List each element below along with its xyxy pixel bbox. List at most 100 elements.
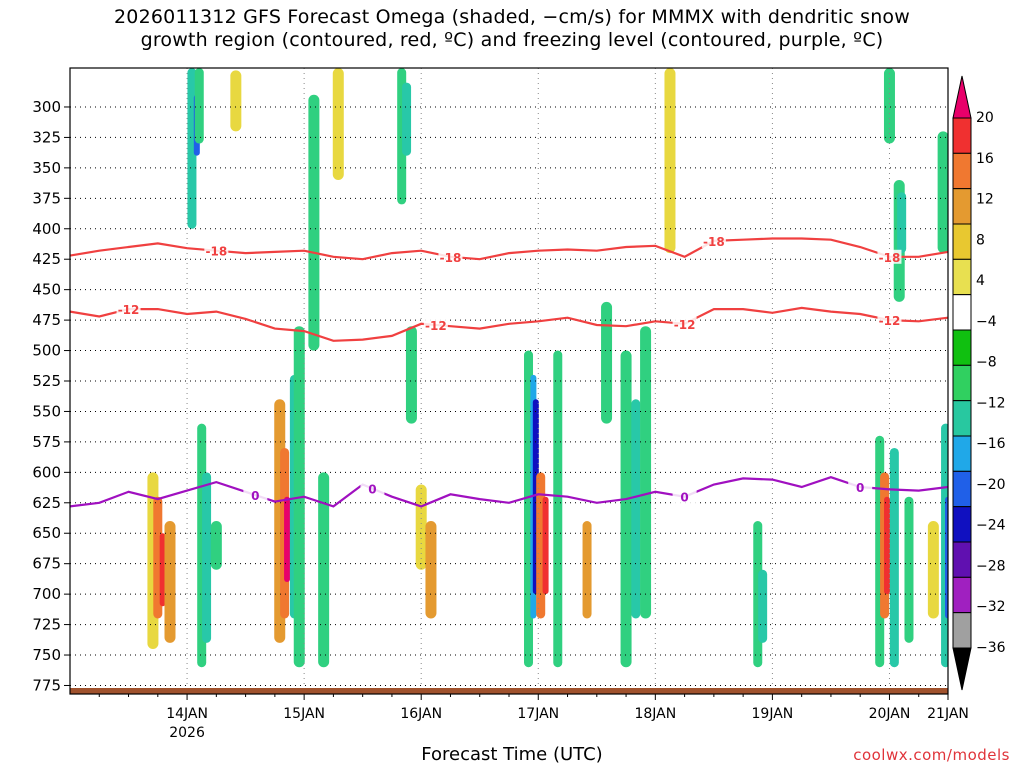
omega-cell	[937, 131, 948, 254]
contour-label: -18	[703, 235, 725, 249]
colorbar-swatch	[952, 258, 972, 296]
y-tick-label: 325	[32, 128, 61, 146]
colorbar-swatch	[952, 506, 972, 543]
y-tick-label: 650	[32, 524, 61, 542]
colorbar-swatch	[952, 188, 972, 225]
colorbar-label: −32	[976, 599, 1006, 615]
colorbar-label: −28	[976, 558, 1006, 574]
omega-cell	[884, 496, 891, 595]
colorbar-label: 8	[976, 232, 985, 248]
x-tick-label: 16JAN	[400, 706, 442, 722]
contour-layer: -18 -18 -18 -18 -12 -12 -12 -12 0 0 0 0	[70, 233, 948, 508]
y-tick-label: 450	[32, 281, 61, 299]
omega-cell	[897, 192, 907, 254]
omega-cell	[202, 472, 212, 643]
contour-line--12	[70, 306, 948, 342]
omega-cell	[159, 533, 166, 607]
colorbar-swatch	[952, 435, 972, 472]
omega-cell	[927, 521, 939, 619]
colorbar-label: 16	[976, 151, 994, 167]
omega-cell	[631, 399, 641, 619]
y-tick-label: 550	[32, 402, 61, 420]
contour-label: -18	[879, 251, 901, 265]
omega-cell	[601, 301, 613, 424]
y-tick-label: 675	[32, 555, 61, 573]
colorbar-swatch	[952, 117, 972, 154]
omega-cell	[210, 521, 222, 570]
y-tick-label: 350	[32, 159, 61, 177]
contour-label: -18	[205, 245, 227, 259]
contour-label-bg	[438, 249, 463, 264]
omega-cell	[883, 68, 895, 144]
colorbar-label: −4	[976, 314, 997, 330]
omega-cell	[194, 68, 204, 144]
y-tick-label: 750	[32, 646, 61, 664]
colorbar-label: 20	[976, 110, 994, 126]
colorbar-swatch	[952, 364, 972, 402]
omega-cell	[284, 496, 291, 582]
chart-title-line1: 2026011312 GFS Forecast Omega (shaded, −…	[114, 6, 910, 28]
colorbar: 20 16 12 8 4 −4 −8 −12 −16 −20 −24 −28 −32 −36	[952, 75, 1006, 691]
y-tick-label: 700	[32, 585, 61, 603]
contour-label: 0	[856, 481, 864, 495]
contour-label-bg	[877, 313, 902, 328]
contour-label: -12	[879, 314, 901, 328]
x-axis-title: Forecast Time (UTC)	[421, 744, 603, 765]
omega-cell	[553, 350, 563, 668]
contour-label: 0	[251, 489, 259, 503]
y-tick-label: 600	[32, 463, 61, 481]
contour-label-bg	[701, 233, 726, 248]
x-tick-label: 15JAN	[283, 706, 325, 722]
omega-cell	[425, 521, 437, 619]
omega-shading-layer	[147, 68, 948, 668]
colorbar-label: 4	[976, 273, 985, 289]
omega-cell	[758, 569, 768, 643]
colorbar-swatch	[952, 541, 972, 578]
colorbar-swatch	[952, 576, 972, 614]
omega-cell	[405, 326, 417, 424]
x-tick-label: 14JAN	[166, 706, 208, 722]
contour-label-bg	[672, 316, 697, 331]
omega-cell	[164, 521, 176, 643]
omega-cell	[945, 496, 948, 619]
contour-label-bg	[360, 481, 385, 496]
colorbar-swatch	[952, 470, 972, 508]
omega-cell	[318, 472, 330, 668]
contour-line-0	[70, 476, 948, 508]
omega-cell	[308, 94, 320, 351]
colorbar-label: −20	[976, 477, 1006, 493]
ground-strip	[70, 688, 948, 694]
y-tick-label: 775	[32, 676, 61, 694]
colorbar-label: −24	[976, 518, 1006, 534]
y-tick-label: 375	[32, 189, 61, 207]
colorbar-label: −8	[976, 355, 997, 371]
contour-label: 0	[680, 491, 688, 505]
colorbar-label: 12	[976, 192, 994, 208]
x-tick-label: 19JAN	[752, 706, 794, 722]
contour-label-bg	[877, 249, 902, 264]
contour-label-bg	[116, 302, 141, 317]
omega-cell	[230, 70, 242, 132]
omega-cell	[889, 447, 899, 668]
contour-label-bg	[848, 479, 873, 494]
x-tick-label: 17JAN	[517, 706, 559, 722]
omega-cell	[664, 68, 676, 254]
colorbar-swatch	[952, 152, 972, 190]
chart-title: 2026011312 GFS Forecast Omega (shaded, −…	[0, 6, 1024, 52]
contour-label-bg	[672, 489, 697, 504]
y-tick-label: 475	[32, 311, 61, 329]
contour-label: -12	[674, 318, 696, 332]
colorbar-swatch	[952, 223, 972, 260]
contour-label-bg	[423, 317, 448, 332]
credit-text: coolwx.com/models	[853, 746, 1010, 764]
colorbar-top-arrow	[952, 75, 972, 119]
colorbar-swatch	[952, 612, 972, 649]
omega-cell	[402, 82, 412, 156]
colorbar-swatch	[952, 400, 972, 437]
colorbar-swatch	[952, 294, 972, 331]
y-axis: 300 325 350 375 400 425 450 475 500 525 550 575 600 6…	[32, 98, 70, 694]
y-tick-label: 300	[32, 98, 61, 116]
x-tick-label: 20JAN	[869, 706, 911, 722]
omega-cell	[904, 496, 914, 643]
